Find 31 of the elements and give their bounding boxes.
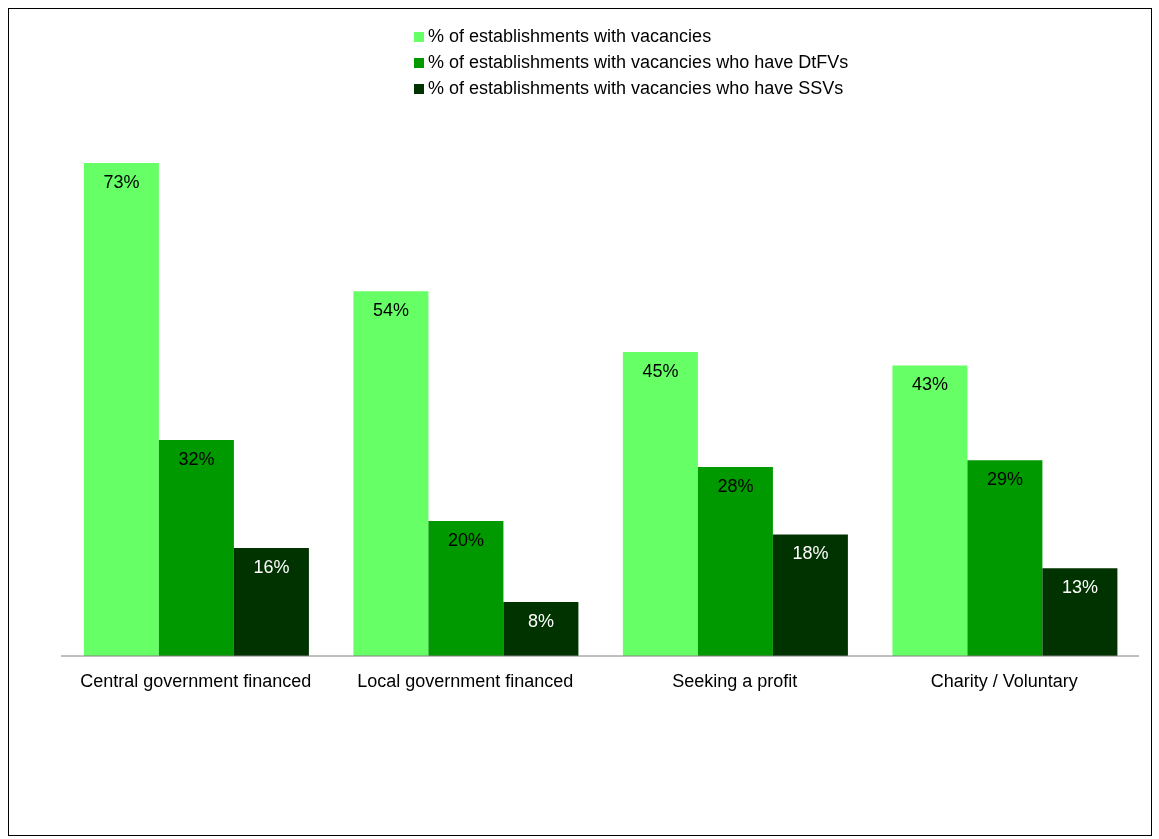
bar xyxy=(158,439,234,656)
bar xyxy=(892,365,968,656)
bar xyxy=(353,291,429,656)
x-tick-label: Charity / Voluntary xyxy=(930,670,1078,691)
bar xyxy=(83,163,159,656)
data-label: 16% xyxy=(253,556,290,577)
x-tick-label: Seeking a profit xyxy=(672,670,798,691)
legend-label: % of establishments with vacancies who have SSVs xyxy=(428,78,844,98)
data-label: 28% xyxy=(717,475,754,496)
data-label: 73% xyxy=(103,171,140,192)
bar xyxy=(1042,568,1118,656)
x-tick-label: Local government financed xyxy=(357,670,574,691)
bar xyxy=(233,547,309,656)
legend-label: % of establishments with vacancies xyxy=(428,26,712,46)
bar xyxy=(772,534,848,656)
data-label: 32% xyxy=(178,448,215,469)
data-label: 8% xyxy=(527,610,554,631)
bar xyxy=(503,601,579,656)
data-label: 18% xyxy=(792,543,829,564)
data-label: 20% xyxy=(447,529,484,550)
bar xyxy=(697,466,773,656)
legend-label: % of establishments with vacancies who have DtFVs xyxy=(428,52,849,72)
data-label: 29% xyxy=(986,468,1023,489)
bar xyxy=(428,520,504,656)
data-label: 43% xyxy=(911,374,948,395)
data-label: 54% xyxy=(372,300,409,321)
data-label: 13% xyxy=(1061,576,1098,597)
data-label: 45% xyxy=(642,360,679,381)
x-tick-label: Central government financed xyxy=(80,670,312,691)
bar xyxy=(967,460,1043,656)
bar xyxy=(622,352,698,656)
